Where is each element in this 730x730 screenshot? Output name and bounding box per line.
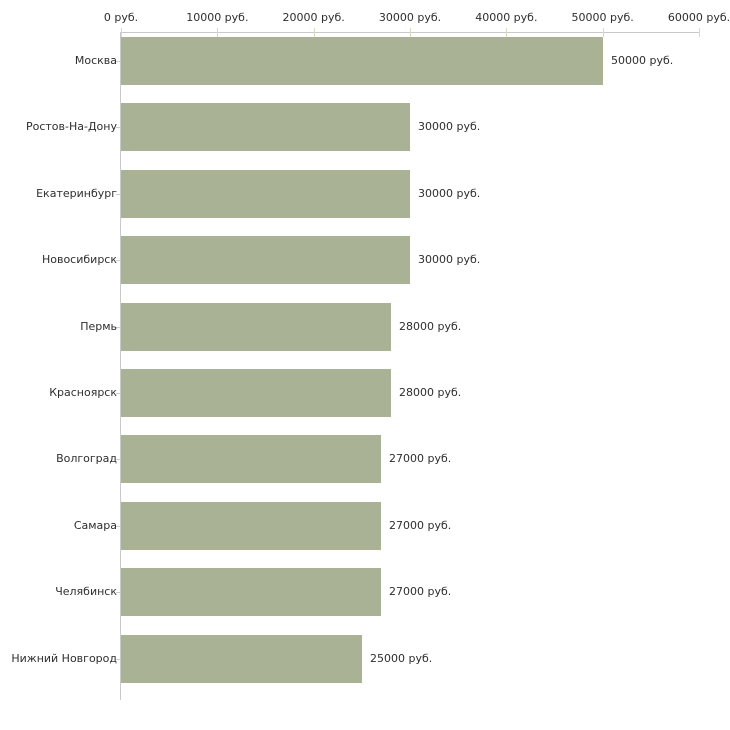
category-label: Красноярск — [49, 386, 117, 399]
y-axis-tick-mark — [116, 526, 120, 527]
x-axis-tick-mark — [699, 28, 700, 37]
y-axis-tick-mark — [116, 659, 120, 660]
x-axis-tick-label: 60000 руб. — [667, 11, 730, 24]
y-axis-tick-mark — [116, 260, 120, 261]
value-label: 30000 руб. — [418, 120, 481, 133]
category-label: Новосибирск — [41, 253, 117, 266]
x-axis-tick-label: 30000 руб. — [378, 11, 442, 24]
x-axis-tick-mark — [602, 28, 604, 37]
y-axis-tick-mark — [116, 194, 120, 195]
bar-7 — [121, 435, 381, 483]
value-label: 25000 руб. — [370, 652, 433, 665]
y-axis-tick-mark — [116, 127, 120, 128]
y-axis-tick-mark — [116, 327, 120, 328]
bar-10 — [121, 635, 362, 683]
x-axis-tick-mark — [506, 28, 508, 37]
value-label: 28000 руб. — [399, 320, 462, 333]
bar-6 — [121, 369, 391, 417]
x-axis-tick-mark — [410, 28, 411, 37]
x-axis-tick-label: 50000 руб. — [571, 11, 634, 24]
value-label: 30000 руб. — [418, 253, 481, 266]
bar-2 — [121, 103, 410, 151]
bar-8 — [121, 502, 381, 550]
category-label: Ростов-На-Дону — [25, 120, 117, 133]
x-axis-tick-mark — [121, 28, 122, 37]
x-axis-tick-mark — [313, 28, 315, 37]
x-axis-tick-mark — [217, 28, 219, 37]
y-axis-tick-mark — [116, 61, 120, 62]
bar-4 — [121, 236, 410, 284]
value-label: 50000 руб. — [611, 54, 674, 67]
x-axis-tick-label: 20000 руб. — [282, 11, 345, 24]
category-label: Екатеринбург — [36, 187, 117, 200]
category-label: Москва — [74, 54, 117, 67]
bar-9 — [121, 568, 381, 616]
category-label: Пермь — [80, 320, 117, 333]
value-label: 27000 руб. — [389, 585, 452, 598]
x-axis-tick-label: 40000 руб. — [475, 11, 538, 24]
category-label: Самара — [73, 519, 117, 532]
value-label: 27000 руб. — [389, 519, 452, 532]
bar-3 — [121, 170, 410, 218]
category-label: Нижний Новгород — [11, 652, 117, 665]
category-label: Челябинск — [55, 585, 117, 598]
value-label: 30000 руб. — [418, 187, 481, 200]
y-axis-tick-mark — [116, 459, 120, 460]
bar-1 — [121, 37, 603, 85]
y-axis-tick-mark — [116, 592, 120, 593]
bar-5 — [121, 303, 391, 351]
category-label: Волгоград — [56, 452, 117, 465]
value-label: 28000 руб. — [399, 386, 462, 399]
x-axis-tick-label: 0 руб. — [103, 11, 139, 24]
value-label: 27000 руб. — [389, 452, 452, 465]
x-axis-tick-label: 10000 руб. — [186, 11, 249, 24]
y-axis-line — [120, 32, 121, 700]
y-axis-tick-mark — [116, 393, 120, 394]
